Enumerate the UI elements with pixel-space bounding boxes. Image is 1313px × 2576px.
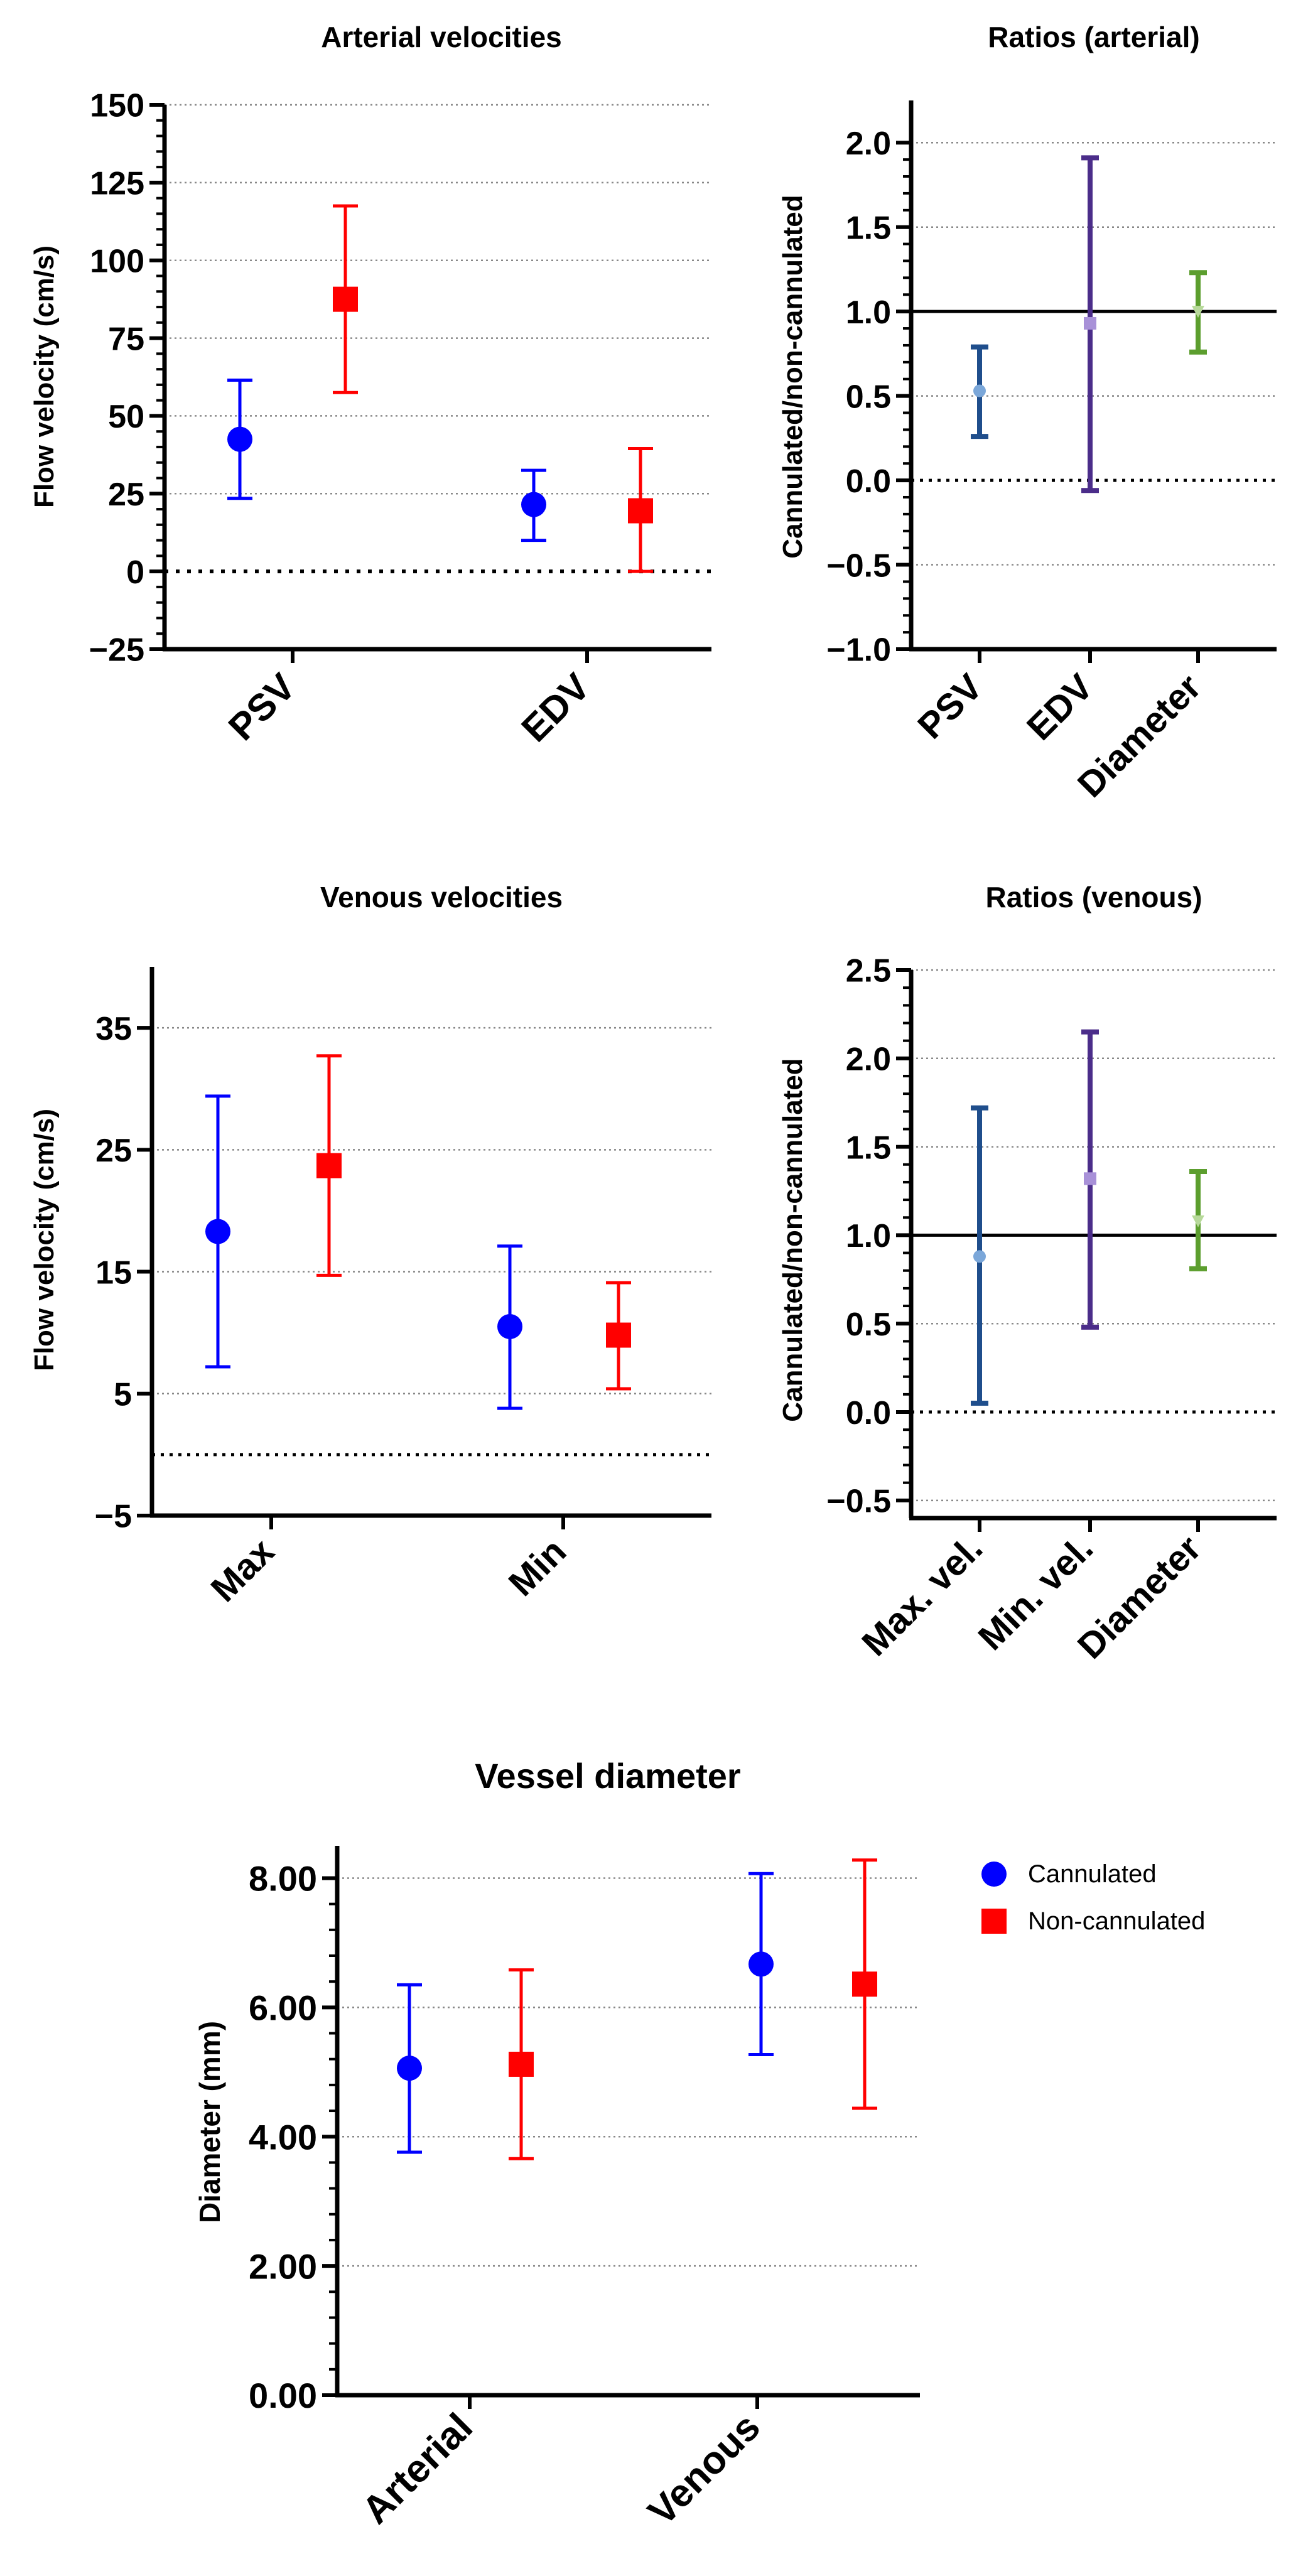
y-tick-label: −25 [89,632,144,669]
panel-venous-velocities: Venous velocities −5 5 15 25 35 Flow velocity … [29,881,711,1610]
data-point-non-cannulated [606,1322,631,1348]
y-tick-label: 50 [108,399,144,435]
y-tick-label: 5 [114,1376,132,1413]
ratio-point [973,1250,986,1263]
x-category-label: Arterial [354,2405,481,2532]
y-tick-label: 8.00 [249,1859,317,1899]
legend: Cannulated Non-cannulated [981,1860,1205,1935]
x-category-label: EDV [1019,666,1101,748]
data-point-cannulated [497,1313,522,1339]
chart-title: Ratios (venous) [985,881,1202,913]
y-tick-label: 35 [95,1011,132,1047]
data-point-non-cannulated [316,1153,342,1178]
y-axis-label: Flow velocity (cm/s) [29,245,60,508]
data-point-non-cannulated [509,2051,534,2077]
y-axis-label: Flow velocity (cm/s) [29,1109,60,1371]
y-tick-label: 0.00 [249,2376,317,2415]
y-tick-label: 0 [126,554,144,591]
y-tick-label: 100 [90,243,144,279]
y-tick-label: 1.5 [846,1129,891,1166]
data-point-cannulated [397,2056,422,2081]
y-tick-label: 125 [90,166,144,202]
data-point-cannulated [521,492,546,517]
y-tick-label: 0.5 [846,1307,891,1343]
y-tick-label: −0.5 [826,547,891,584]
y-tick-label: 0.0 [846,1395,891,1431]
ratio-point [1084,316,1096,330]
data-point-non-cannulated [852,1971,877,1997]
data-point-cannulated [227,426,252,452]
ratio-point [973,384,986,397]
y-tick-label: 25 [108,477,144,513]
ratio-point [1192,1215,1204,1227]
legend-cannulated-label: Cannulated [1028,1860,1157,1888]
x-category-label: PSV [910,666,990,746]
chart-title: Vessel diameter [475,1756,740,1796]
y-tick-label: −5 [95,1499,132,1535]
chart-title: Venous velocities [320,881,563,913]
y-tick-label: 25 [95,1133,132,1169]
y-tick-label: 0.0 [846,463,891,500]
y-tick-label: 1.0 [846,294,891,331]
x-category-label: PSV [220,666,303,748]
x-category-label: Max. vel. [854,1528,990,1664]
data-point-cannulated [748,1951,774,1977]
y-tick-label: 4.00 [249,2117,317,2157]
y-tick-label: 150 [90,88,144,124]
y-axis-label: Cannulated/non-cannulated [777,195,808,558]
panel-ratios-venous: Ratios (venous) −0.5 0.0 0.5 1.0 1.5 2.0 2.5 Can… [777,881,1277,1667]
y-tick-label: 15 [95,1254,132,1291]
y-tick-label: 2.0 [846,126,891,162]
y-tick-label: 1.0 [846,1218,891,1254]
chart-title: Ratios (arterial) [988,21,1199,53]
y-tick-label: −0.5 [826,1484,891,1520]
y-axis-label: Cannulated/non-cannulated [777,1058,808,1421]
legend-non-cannulated-label: Non-cannulated [1028,1907,1205,1935]
x-category-label: Venous [640,2405,769,2534]
data-point-cannulated [205,1219,230,1244]
x-category-label: Max [203,1531,282,1610]
data-point-non-cannulated [333,286,358,312]
y-tick-label: 6.00 [249,1988,317,2028]
y-tick-label: 2.00 [249,2246,317,2286]
y-tick-label: 2.0 [846,1042,891,1078]
y-tick-label: 1.5 [846,210,891,246]
legend-cannulated-marker [981,1862,1007,1887]
x-category-label: EDV [514,666,598,750]
panel-ratios-arterial: Ratios (arterial) −1.0 −0.5 0.0 0.5 1.0 1.5 2.0… [777,21,1277,806]
x-category-label: Min [501,1531,575,1604]
y-tick-label: −1.0 [826,632,891,669]
chart-title: Arterial velocities [321,21,562,53]
panel-vessel-diameter: Vessel diameter 0.00 2.00 4.00 6.00 8.00 Diame… [193,1756,920,2534]
y-tick-label: 0.5 [846,379,891,415]
y-tick-label: 75 [108,321,144,357]
y-axis-label: Diameter (mm) [193,2021,226,2223]
ratio-point [1084,1172,1096,1185]
legend-non-cannulated-marker [981,1909,1007,1934]
y-tick-label: 2.5 [846,953,891,989]
panel-arterial-velocities: Arterial velocities −25 0 25 50 75 100 125 150 Fl… [29,21,711,750]
data-point-non-cannulated [628,498,653,524]
ratio-point [1192,306,1204,318]
